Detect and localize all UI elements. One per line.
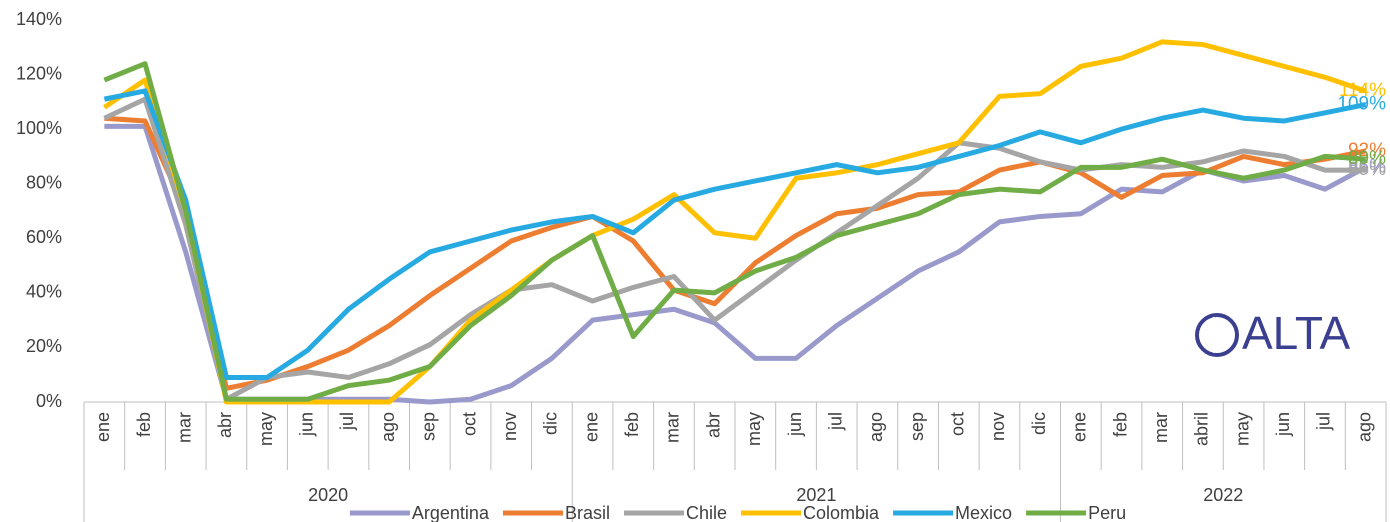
x-tick-label: ago <box>378 412 398 442</box>
x-tick-label: nov <box>988 412 1008 441</box>
year-label: 2022 <box>1203 485 1243 505</box>
x-tick-label: sep <box>419 412 439 441</box>
series-line <box>103 88 1367 380</box>
x-tick-label: feb <box>1110 412 1130 437</box>
series-line <box>103 96 1366 402</box>
logo-icon <box>1195 313 1239 357</box>
legend-item: Colombia <box>741 503 880 522</box>
legend-item: Brasil <box>502 503 610 522</box>
x-tick-label: jun <box>297 412 317 437</box>
x-tick-label: ene <box>93 412 113 442</box>
y-tick-label: 40% <box>26 282 62 302</box>
logo-text: ALTA <box>1242 307 1351 359</box>
legend-label: Argentina <box>412 503 490 522</box>
x-tick-label: ago <box>1354 412 1374 442</box>
series-line <box>104 115 1367 391</box>
legend-label: Mexico <box>955 503 1012 522</box>
x-tick-label: jul <box>337 412 357 431</box>
x-tick-label: nov <box>500 412 520 441</box>
x-tick-label: mar <box>663 412 683 443</box>
legend-label: Chile <box>686 503 727 522</box>
x-tick-label: ene <box>1070 412 1090 442</box>
x-tick-label: jun <box>785 412 805 437</box>
x-tick-label: abr <box>703 412 723 438</box>
x-tick-label: dic <box>541 412 561 435</box>
legend: Argentina Brasil Chile Colombia Mexico Peru <box>349 503 1126 522</box>
x-tick-label: oct <box>459 412 479 436</box>
x-tick-label: feb <box>622 412 642 437</box>
year-label: 2021 <box>796 485 836 505</box>
legend-item: Mexico <box>893 503 1012 522</box>
end-label: 89% <box>1348 148 1386 169</box>
x-tick-label: mar <box>174 412 194 443</box>
end-label: 114% <box>1339 80 1386 101</box>
x-tick-label: ene <box>581 412 601 442</box>
y-tick-label: 80% <box>26 172 62 192</box>
x-tick-label: may <box>744 412 764 446</box>
y-tick-label: 0% <box>36 391 62 411</box>
x-tick-label: ago <box>866 412 886 442</box>
end-label: 85% <box>1348 159 1386 180</box>
legend-label: Brasil <box>565 503 610 522</box>
end-label: 92% <box>1348 140 1386 161</box>
end-label: 109% <box>1337 94 1386 115</box>
legend-label: Colombia <box>803 503 880 522</box>
series-line <box>102 39 1367 405</box>
x-tick-label: jun <box>1273 412 1293 437</box>
legend-item: Argentina <box>349 503 490 522</box>
x-tick-label: oct <box>948 412 968 436</box>
x-tick-label: jul <box>1314 412 1334 431</box>
series-line <box>103 61 1366 402</box>
x-tick-label: mar <box>1151 412 1171 443</box>
year-label: 2020 <box>308 485 348 505</box>
x-tick-label: sep <box>907 412 927 441</box>
y-tick-label: 120% <box>16 63 62 83</box>
legend-item: Chile <box>623 503 727 522</box>
x-tick-label: dic <box>1029 412 1049 435</box>
x-tick-label: abril <box>1192 412 1212 446</box>
y-tick-label: 20% <box>26 336 62 356</box>
y-tick-label: 100% <box>16 118 62 138</box>
x-tick-label: abr <box>215 412 235 438</box>
logo: ALTA <box>1195 307 1351 359</box>
y-tick-label: 60% <box>26 227 62 247</box>
x-tick-label: may <box>256 412 276 446</box>
legend-item: Peru <box>1026 503 1126 522</box>
x-tick-label: jul <box>825 412 845 431</box>
y-tick-label: 140% <box>16 9 62 29</box>
x-tick-label: may <box>1232 412 1252 446</box>
logo-icon-cut <box>1209 316 1220 354</box>
legend-label: Peru <box>1088 503 1126 522</box>
x-tick-label: feb <box>134 412 154 437</box>
